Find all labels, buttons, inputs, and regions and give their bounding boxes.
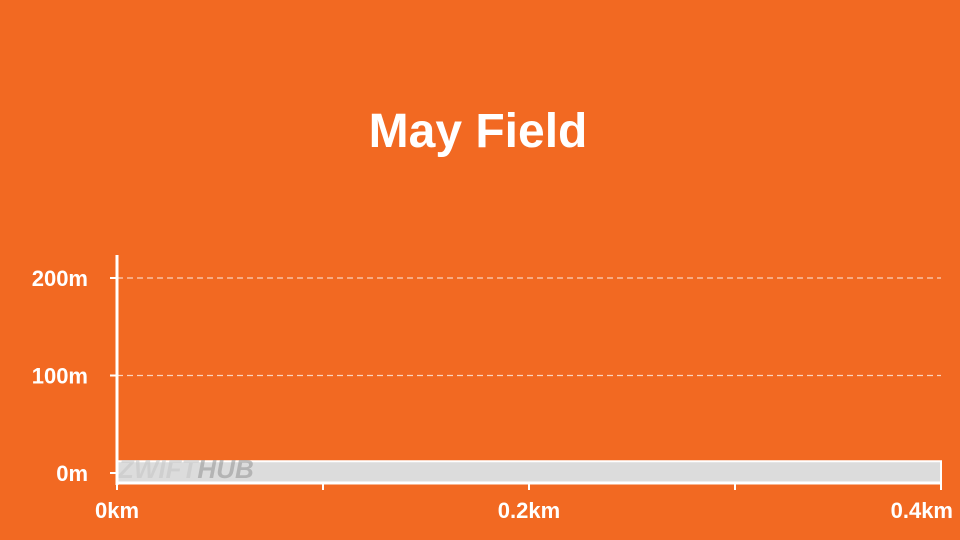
x-tick-label: 0.2km <box>498 498 560 523</box>
x-tick-label: 0km <box>95 498 139 523</box>
y-tick-label: 200m <box>32 266 88 291</box>
y-tick-label: 0m <box>56 461 88 486</box>
y-axis-ticks: 0m 100m 200m <box>32 266 117 486</box>
chart-title: May Field <box>369 105 588 158</box>
watermark-hub: HUB <box>197 454 253 484</box>
watermark-logo: ZWIFTHUB <box>117 454 254 484</box>
gridlines <box>117 277 941 377</box>
x-axis-ticks: 0km 0.2km 0.4km <box>95 483 953 523</box>
area-layer <box>116 460 942 484</box>
watermark-zwift: ZWIFT <box>117 454 200 484</box>
y-tick-label: 100m <box>32 364 88 389</box>
x-tick-label: 0.4km <box>891 498 953 523</box>
elevation-area <box>116 460 942 484</box>
